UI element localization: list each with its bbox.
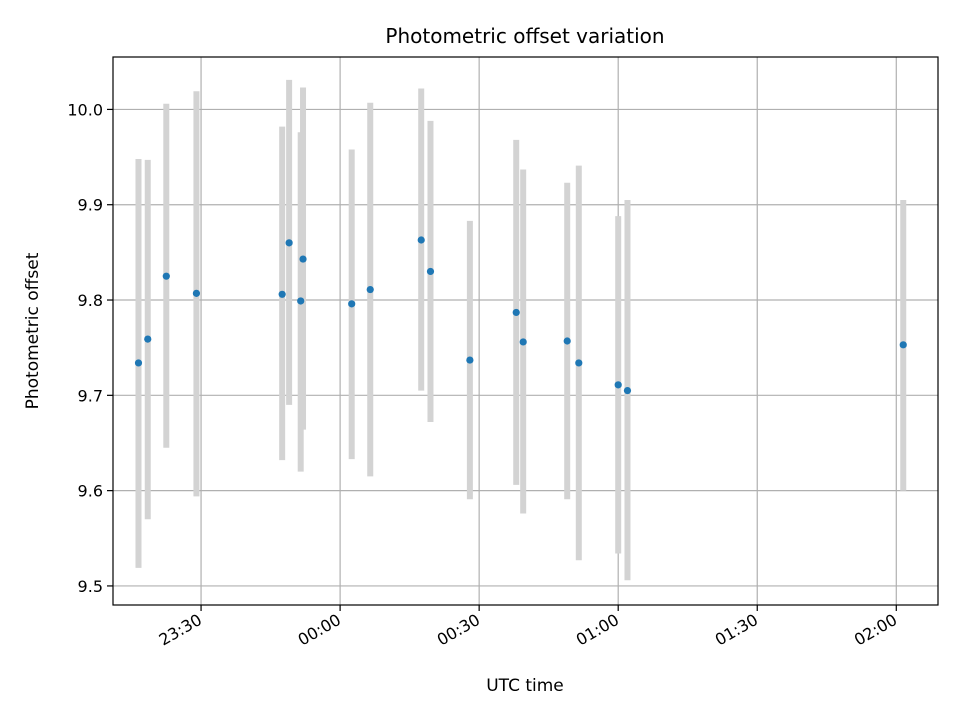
y-tick-label: 10.0 [67,100,103,119]
y-axis-label: Photometric offset [23,252,43,409]
y-tick-label: 9.5 [78,577,103,596]
x-tick-label: 01:30 [712,610,761,650]
data-point [563,337,571,345]
data-point [192,289,201,297]
data-point [299,255,307,263]
error-bars [135,79,907,581]
data-point [512,308,520,317]
x-axis-label: UTC time [486,676,564,696]
data-point [162,272,170,280]
data-point [134,359,143,367]
chart-title: Photometric offset variation [385,24,664,48]
data-points [134,236,907,395]
x-tick-label: 00:30 [434,610,483,650]
data-point [417,236,425,244]
x-tick-label: 01:00 [573,610,622,650]
data-point [297,297,305,305]
plot-frame [112,56,939,606]
data-point [575,359,583,367]
data-point [278,290,286,298]
data-point [623,386,632,395]
y-tick-label: 9.9 [78,196,103,215]
data-point [348,300,356,308]
x-tick-label: 00:00 [295,610,344,650]
data-point [366,285,374,294]
data-point [614,381,622,389]
data-point [519,338,527,346]
y-axis-ticks: 9.5 9.6 9.7 9.8 9.9 10.0 [67,100,113,596]
data-point [144,335,152,343]
data-point [899,341,907,349]
y-tick-label: 9.8 [78,291,103,310]
y-tick-label: 9.7 [78,386,103,405]
data-point [426,267,435,276]
x-tick-label: 02:00 [851,610,900,650]
x-tick-label: 23:30 [156,610,205,650]
x-axis-ticks: 23:30 00:00 00:30 01:00 01:30 02:00 [156,605,900,650]
y-tick-label: 9.6 [78,482,103,501]
data-point [285,239,293,247]
data-point [466,356,474,364]
